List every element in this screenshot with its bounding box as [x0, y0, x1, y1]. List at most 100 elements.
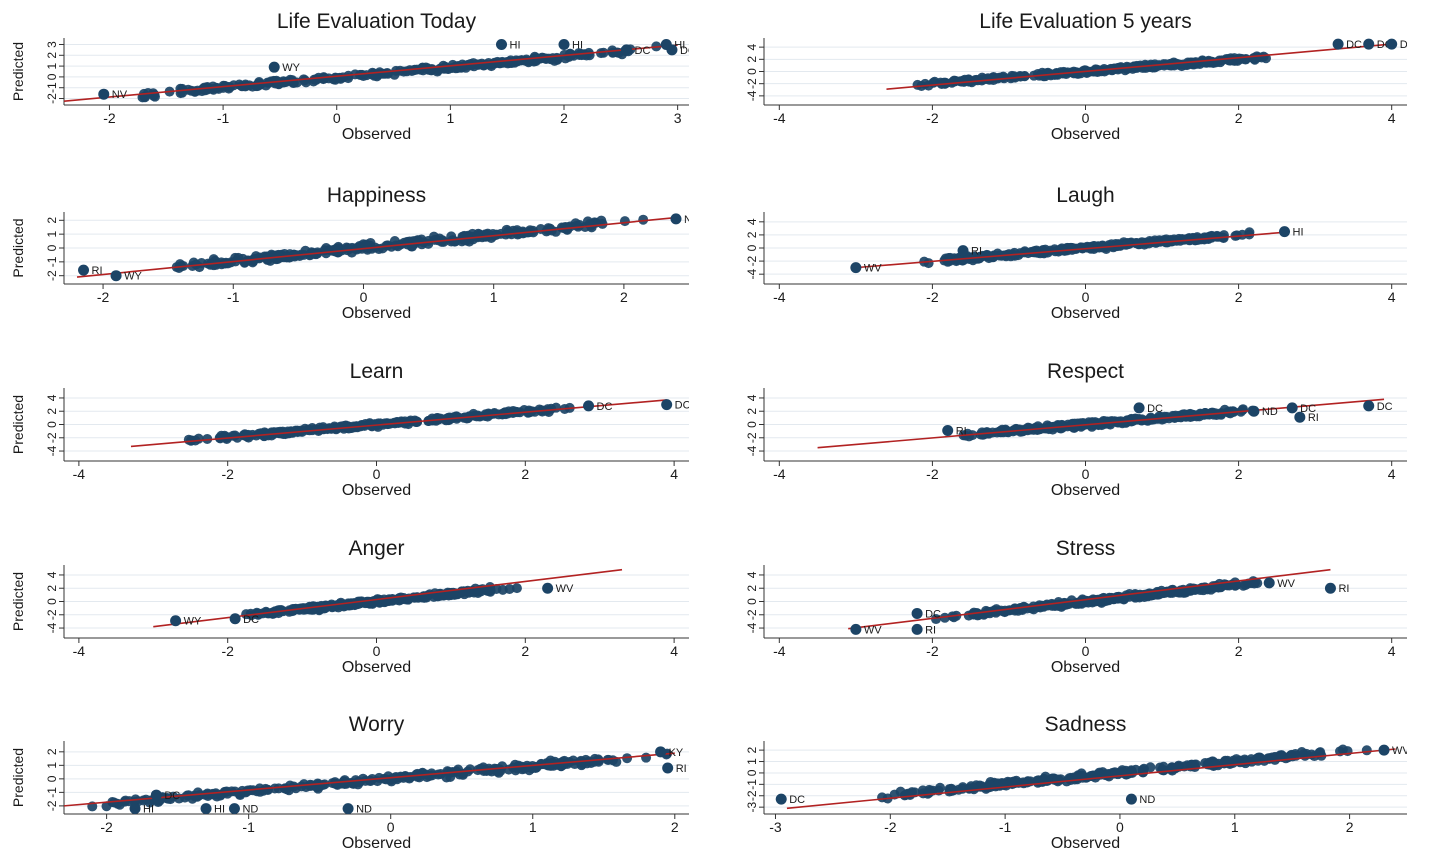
- data-point: [1140, 237, 1151, 248]
- y-tick-label: -2: [45, 270, 59, 281]
- fit-line: [130, 399, 667, 448]
- x-tick-label: 2: [1346, 819, 1354, 835]
- y-tick-label: 2: [45, 408, 59, 415]
- data-point: [1134, 590, 1145, 601]
- y-tick-label: -1: [45, 82, 59, 93]
- data-point: [240, 257, 251, 268]
- y-tick-label: 2: [45, 585, 59, 592]
- data-point: [202, 433, 213, 444]
- x-axis-label: Observed: [1051, 835, 1120, 852]
- data-point: [930, 614, 941, 625]
- x-tick-label: -4: [73, 643, 86, 659]
- y-tick-label: 1: [45, 762, 59, 769]
- x-tick-label: 2: [521, 643, 529, 659]
- y-tick-label: -4: [745, 622, 759, 633]
- data-point: [392, 417, 403, 428]
- x-tick-label: 0: [373, 643, 381, 659]
- data-point: [191, 791, 202, 802]
- data-point: [427, 770, 438, 781]
- labeled-point: [1279, 226, 1291, 238]
- point-label: ND: [684, 214, 700, 226]
- data-point: [360, 775, 371, 786]
- y-tick-label: 2: [45, 217, 59, 224]
- data-point: [1230, 55, 1241, 66]
- point-label: DC: [789, 794, 805, 806]
- data-point: [1249, 52, 1260, 63]
- point-label: DC: [1377, 401, 1393, 413]
- y-tick-label: 0: [45, 775, 59, 782]
- data-point: [446, 236, 457, 247]
- data-point: [228, 430, 239, 441]
- data-point: [968, 782, 979, 793]
- data-point: [262, 784, 273, 795]
- x-tick-label: 2: [1235, 289, 1243, 305]
- chart-title: Worry: [349, 713, 405, 736]
- labeled-point: [170, 615, 182, 627]
- data-point: [1146, 590, 1157, 601]
- y-tick-label: 2: [745, 56, 759, 63]
- y-tick-label: -2: [45, 93, 59, 104]
- data-point: [1177, 234, 1188, 245]
- point-label: WY: [184, 616, 202, 628]
- data-point: [272, 427, 283, 438]
- y-tick-label: 0: [45, 244, 59, 251]
- x-axis-label: Observed: [342, 305, 411, 322]
- labeled-point: [583, 400, 595, 412]
- x-tick-label: -3: [769, 819, 782, 835]
- data-point: [177, 87, 188, 98]
- y-axis-label: Predicted: [10, 42, 26, 101]
- point-label: DC: [925, 608, 941, 620]
- labeled-point: [1263, 577, 1275, 589]
- point-label: HI: [1293, 227, 1304, 239]
- data-point: [1200, 408, 1211, 419]
- plot-area: DC HI HI ND ND KY RI: [64, 746, 687, 814]
- data-point: [1361, 745, 1372, 756]
- data-point: [324, 423, 335, 434]
- labeled-point: [670, 213, 682, 225]
- point-label: DC: [1147, 403, 1163, 415]
- data-point: [1063, 243, 1074, 254]
- point-label: KY: [669, 747, 684, 759]
- labeled-point: [661, 399, 673, 411]
- data-point: [1231, 230, 1242, 241]
- chart-panel: Happiness -2 -1 0 1 2 -2 -1 0 1 2 Observed Predicted…: [10, 184, 700, 322]
- data-point: [463, 587, 474, 598]
- x-axis-label: Observed: [1051, 305, 1120, 322]
- data-point: [1309, 751, 1320, 762]
- x-tick-label: -2: [884, 819, 897, 835]
- labeled-point: [1332, 38, 1344, 50]
- x-tick-label: 4: [1388, 643, 1396, 659]
- fit-line: [848, 568, 1331, 630]
- data-point: [1056, 601, 1067, 612]
- data-point: [200, 85, 211, 96]
- data-point: [281, 252, 292, 263]
- data-point: [225, 82, 236, 93]
- data-point: [912, 79, 923, 90]
- x-axis-label: Observed: [342, 482, 411, 499]
- labeled-point: [1378, 744, 1390, 756]
- data-point: [556, 222, 567, 233]
- data-point: [399, 237, 410, 248]
- fit-line: [64, 752, 675, 807]
- data-point: [357, 420, 368, 431]
- data-point: [453, 61, 464, 72]
- data-point: [1258, 51, 1269, 62]
- y-tick-label: -1: [45, 787, 59, 798]
- x-tick-label: 0: [1082, 466, 1090, 482]
- y-tick-label: 1: [45, 62, 59, 69]
- y-tick-label: -1: [745, 779, 759, 790]
- labeled-point: [1363, 400, 1375, 412]
- y-tick-label: -4: [45, 622, 59, 633]
- point-label: WV: [556, 583, 574, 595]
- data-point: [331, 779, 342, 790]
- chart-title: Sadness: [1045, 713, 1127, 736]
- chart-title: Anger: [348, 537, 404, 560]
- x-axis-label: Observed: [1051, 659, 1120, 676]
- plot-area: RI WY ND: [76, 213, 700, 283]
- x-tick-label: 0: [1116, 819, 1124, 835]
- point-label: RI: [676, 763, 687, 775]
- point-label: WV: [864, 624, 882, 636]
- data-point: [423, 64, 434, 75]
- y-tick-label: 4: [745, 218, 759, 225]
